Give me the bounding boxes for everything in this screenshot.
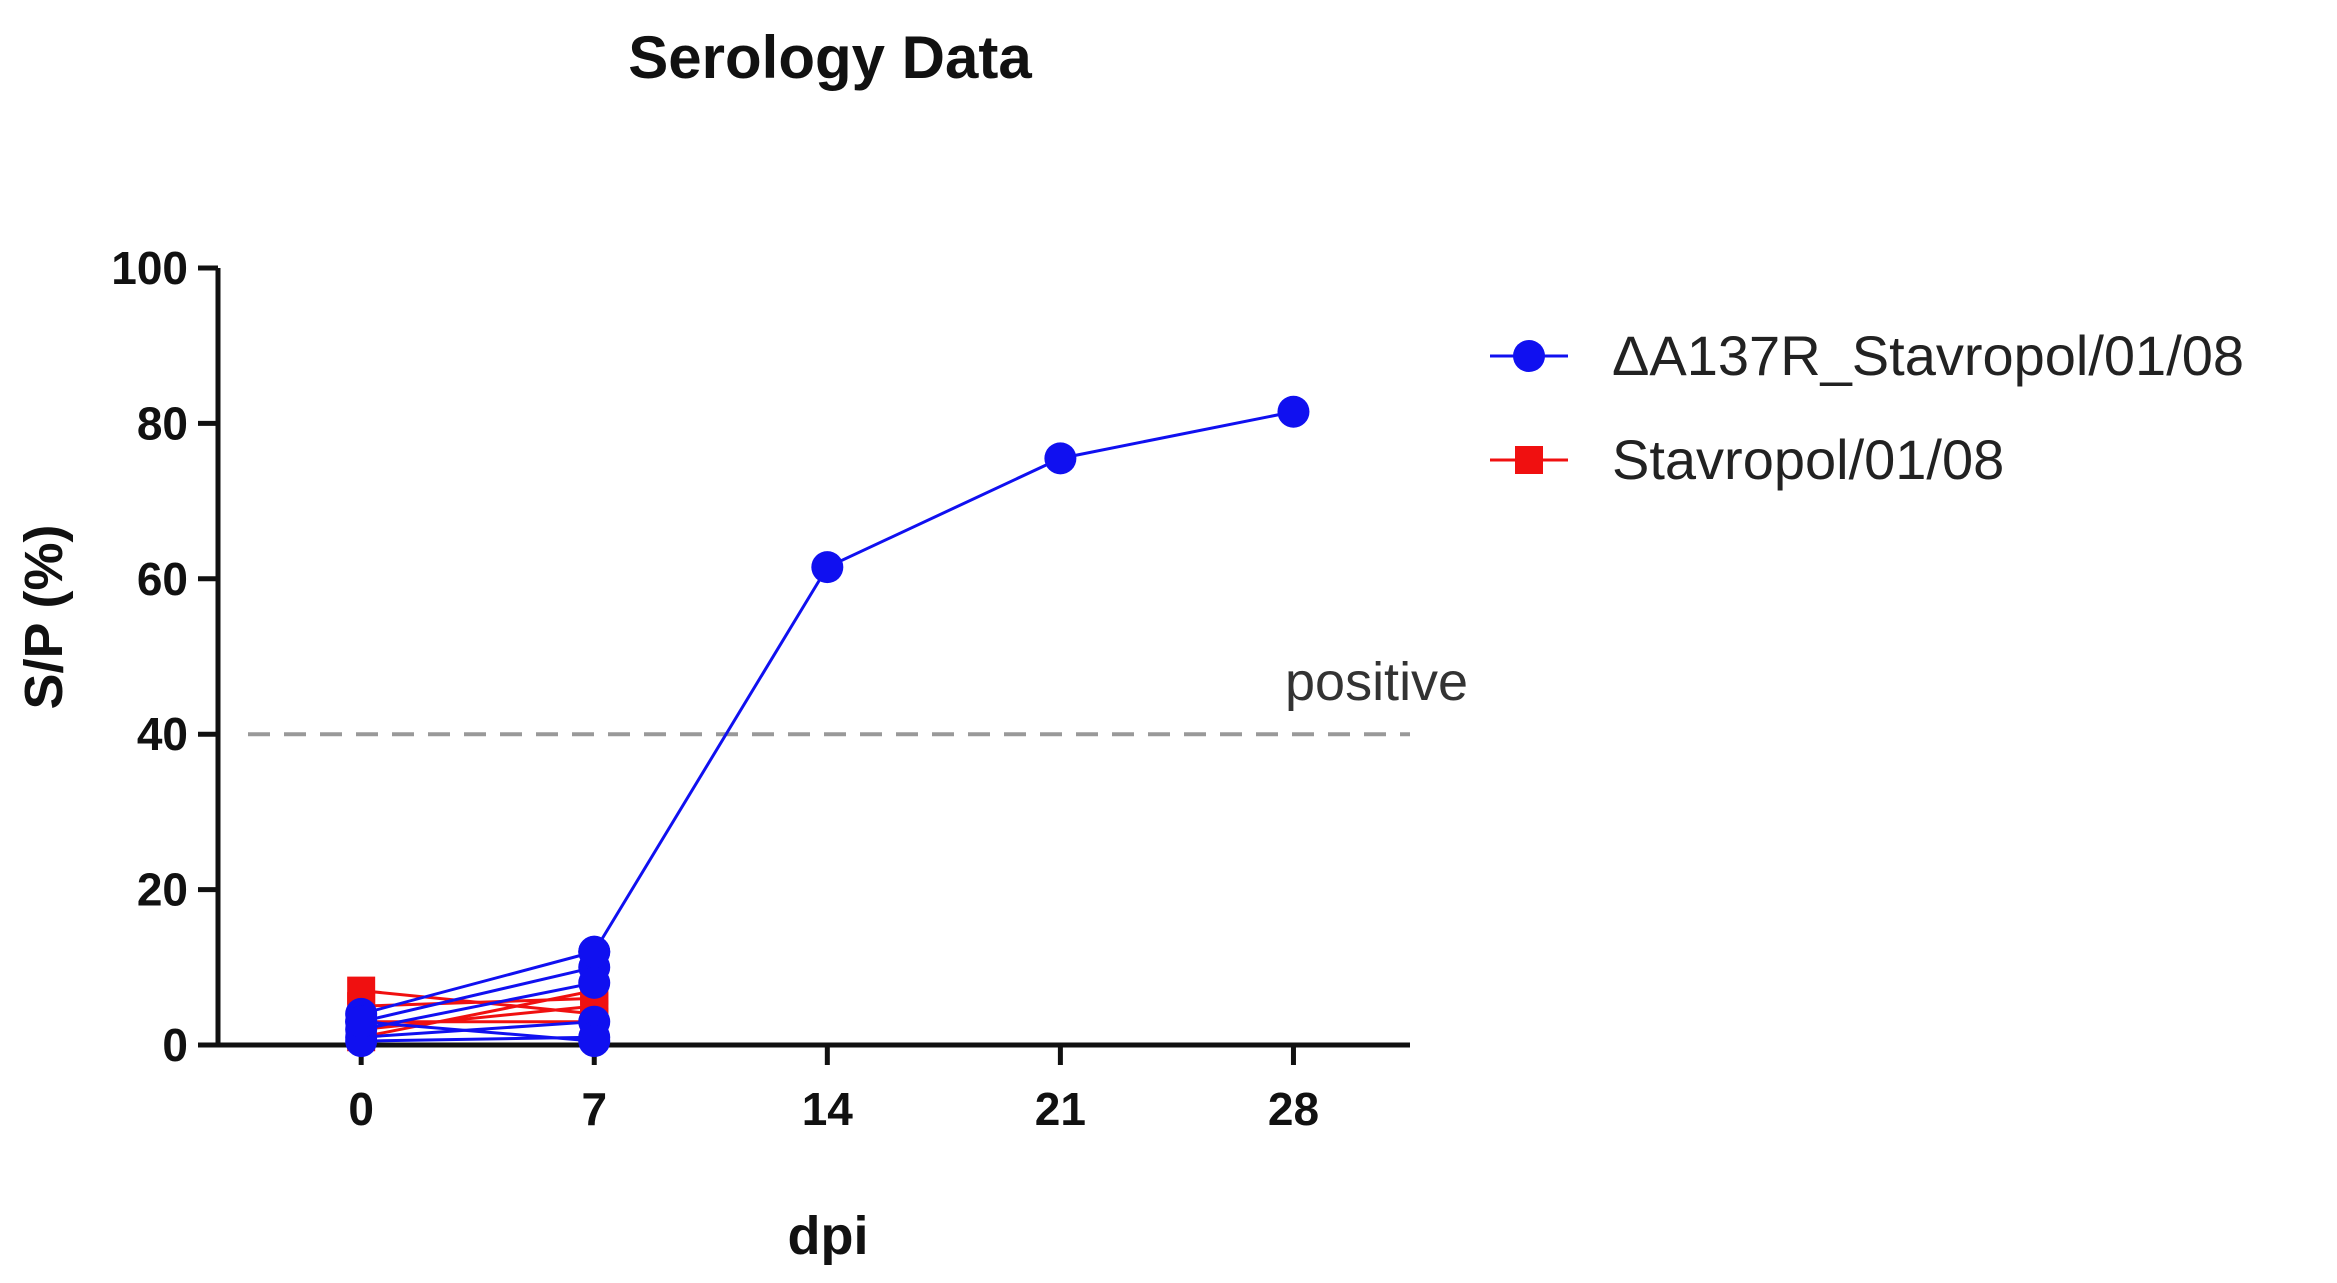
stavropol-individual-line	[360, 989, 595, 1039]
delta-point	[578, 966, 611, 999]
delta-a137r-series	[345, 395, 1310, 1058]
delta-individual-line	[360, 981, 595, 1031]
x-axis: 0 7 14 21 28	[218, 1042, 1410, 1135]
threshold-label: positive	[1285, 652, 1468, 712]
legend-entry-stavropol[interactable]: Stavropol/01/08	[1490, 428, 2004, 491]
x-axis-label: dpi	[788, 1206, 869, 1266]
x-tick-label: 14	[802, 1083, 854, 1135]
x-tick-label: 7	[581, 1083, 607, 1135]
delta-mean-point	[811, 551, 844, 584]
legend-entry-delta-a137r[interactable]: ΔA137R_Stavropol/01/08	[1490, 324, 2244, 387]
delta-point	[578, 1025, 611, 1058]
x-tick-label: 28	[1268, 1083, 1319, 1135]
legend: ΔA137R_Stavropol/01/08 Stavropol/01/08	[1490, 324, 2244, 491]
delta-individual-line	[361, 1020, 595, 1039]
delta-mean-point	[1277, 395, 1310, 428]
y-tick-label: 80	[137, 397, 188, 449]
y-tick-label: 100	[111, 242, 188, 294]
y-tick-label: 60	[137, 553, 188, 605]
chart-title: Serology Data	[628, 24, 1032, 91]
legend-label-stavropol: Stavropol/01/08	[1612, 428, 2004, 491]
delta-mean-line	[592, 410, 1294, 953]
delta-mean-point	[1044, 442, 1077, 475]
delta-individual-line	[360, 965, 595, 1024]
y-tick-label: 0	[162, 1019, 188, 1071]
legend-marker-red	[1515, 446, 1543, 474]
legend-label-delta-a137r: ΔA137R_Stavropol/01/08	[1612, 324, 2244, 387]
delta-individual-line	[361, 1020, 595, 1043]
legend-marker-blue	[1513, 340, 1545, 372]
y-axis-label: S/P (%)	[14, 524, 74, 709]
delta-point	[345, 1005, 378, 1038]
y-tick-label: 20	[137, 864, 188, 916]
y-tick-label: 40	[137, 708, 188, 760]
delta-mean-point	[578, 935, 611, 968]
y-axis: 0 20 40 60 80 100	[111, 242, 221, 1071]
delta-individual-line	[360, 950, 595, 1016]
x-tick-label: 21	[1035, 1083, 1086, 1135]
x-tick-label: 0	[348, 1083, 374, 1135]
